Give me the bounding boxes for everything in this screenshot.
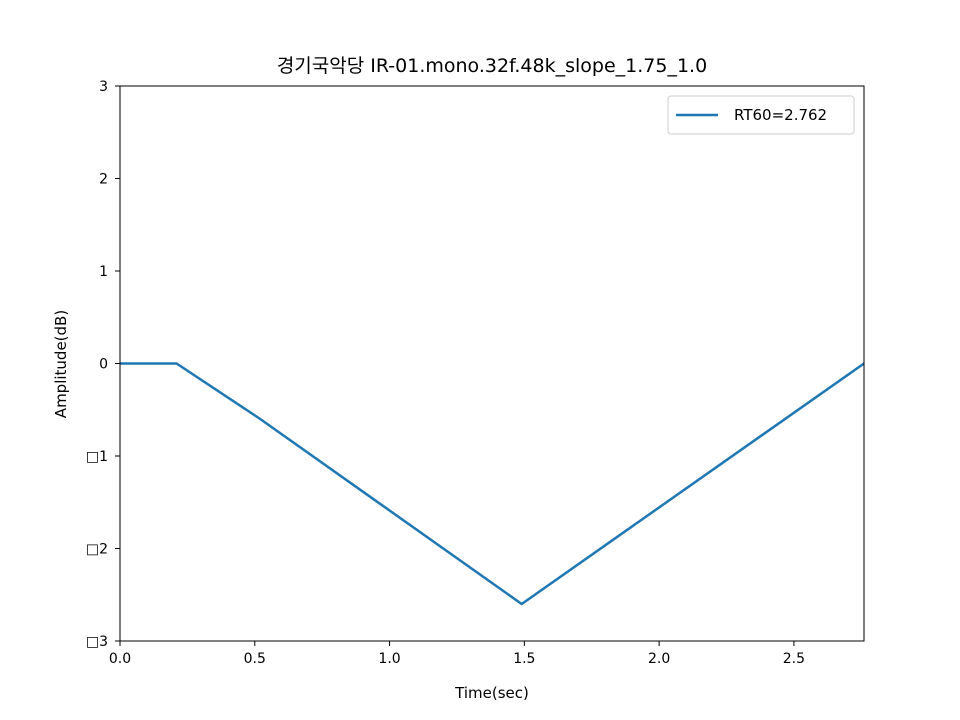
x-tick-label: 2.5 xyxy=(783,651,805,667)
y-tick-label: 3 xyxy=(99,79,108,95)
y-tick-label: □3 xyxy=(86,634,108,650)
x-tick-label: 1.5 xyxy=(513,651,535,667)
x-tick-label: 0.5 xyxy=(244,651,266,667)
legend: RT60=2.762 xyxy=(667,95,855,135)
legend-box xyxy=(667,95,855,135)
y-tick-label: 1 xyxy=(99,264,108,280)
y-tick-label: □1 xyxy=(86,449,108,465)
series-line xyxy=(120,362,865,606)
x-tick-label: 2.0 xyxy=(648,651,670,667)
y-axis-label: Amplitude(dB) xyxy=(52,310,70,418)
y-tick-label: 0 xyxy=(99,357,108,373)
legend-entry: RT60=2.762 xyxy=(734,106,827,124)
series xyxy=(120,362,865,606)
x-axis-label: Time(sec) xyxy=(454,684,529,702)
x-tick-label: 1.0 xyxy=(378,651,400,667)
chart-title: 경기국악당 IR-01.mono.32f.48k_slope_1.75_1.0 xyxy=(277,55,707,77)
ticks: 0.0 0.5 1.0 1.5 2.0 2.5 3 2 1 0 □1 □2 □3 xyxy=(86,79,805,667)
y-tick-label: 2 xyxy=(99,172,108,188)
plot-frame xyxy=(119,85,865,642)
y-tick-label: □2 xyxy=(86,542,108,558)
x-tick-label: 0.0 xyxy=(109,651,131,667)
